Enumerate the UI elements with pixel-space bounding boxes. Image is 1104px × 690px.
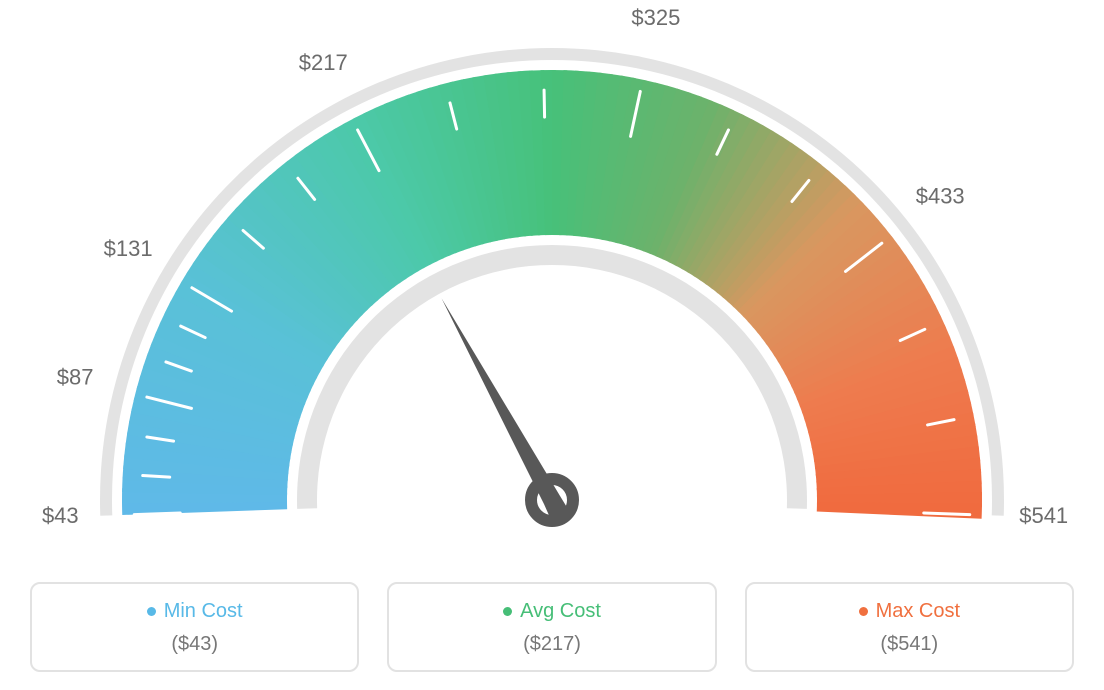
gauge-label: $131: [104, 236, 153, 261]
legend-avg-label: Avg Cost: [520, 600, 601, 622]
legend-max-dot: [859, 607, 868, 616]
gauge-tick: [544, 90, 545, 117]
gauge-label: $541: [1019, 503, 1068, 528]
legend-max: Max Cost ($541): [745, 582, 1074, 672]
legend-max-title: Max Cost: [747, 600, 1072, 623]
gauge-label: $325: [631, 5, 680, 30]
legend-avg-value: ($217): [389, 633, 714, 656]
legend-min-dot: [147, 607, 156, 616]
legend-min-title: Min Cost: [32, 600, 357, 623]
legend-avg: Avg Cost ($217): [387, 582, 716, 672]
gauge-tick: [134, 513, 180, 515]
legend-max-label: Max Cost: [876, 600, 960, 622]
gauge-label: $433: [916, 184, 965, 209]
gauge-chart: $43 $87 $131 $217 $325 $433 $541: [0, 0, 1104, 560]
legend-row: Min Cost ($43) Avg Cost ($217) Max Cost …: [30, 582, 1074, 672]
legend-min: Min Cost ($43): [30, 582, 359, 672]
gauge-label: $87: [57, 365, 94, 390]
gauge-label: $43: [42, 503, 79, 528]
legend-avg-title: Avg Cost: [389, 600, 714, 623]
legend-max-value: ($541): [747, 633, 1072, 656]
gauge-label: $217: [299, 50, 348, 75]
legend-min-value: ($43): [32, 633, 357, 656]
legend-min-label: Min Cost: [164, 600, 243, 622]
gauge-tick: [143, 476, 170, 478]
gauge-seg: [817, 502, 982, 519]
gauge-svg: $43 $87 $131 $217 $325 $433 $541: [0, 0, 1104, 560]
legend-avg-dot: [503, 607, 512, 616]
gauge-tick: [924, 513, 970, 515]
